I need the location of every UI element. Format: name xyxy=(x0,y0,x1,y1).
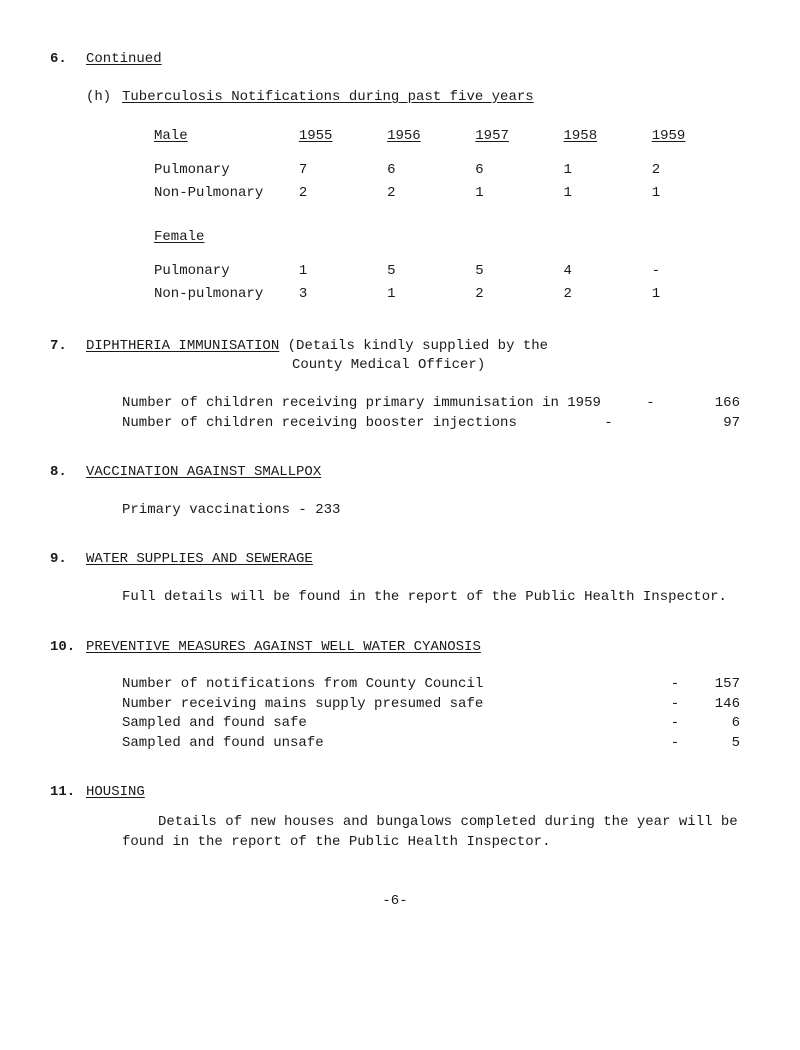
stat-value: 157 xyxy=(690,675,740,695)
cell: 2 xyxy=(299,182,387,206)
section-7-header: 7. DIPHTHERIA IMMUNISATION (Details kind… xyxy=(50,337,740,357)
year-header: 1959 xyxy=(652,128,686,144)
cell: 1 xyxy=(299,260,387,284)
stat-label: Number of notifications from County Coun… xyxy=(122,675,660,695)
cell: 2 xyxy=(387,182,475,206)
stat-value: 97 xyxy=(700,414,740,434)
row-label: Pulmonary xyxy=(50,159,299,183)
section-6-sub: (h) Tuberculosis Notifications during pa… xyxy=(86,88,740,108)
row-label: Pulmonary xyxy=(50,260,299,284)
cell: 2 xyxy=(564,283,652,307)
male-label: Male xyxy=(154,128,188,144)
row-label: Non-pulmonary xyxy=(50,283,299,307)
vaccination-body: Primary vaccinations - 233 xyxy=(122,501,740,521)
section-title: PREVENTIVE MEASURES AGAINST WELL WATER C… xyxy=(86,638,481,658)
stat-value: 166 xyxy=(700,394,740,414)
cyanosis-stats: Number of notifications from County Coun… xyxy=(50,675,740,753)
year-header: 1957 xyxy=(475,128,509,144)
cell: 1 xyxy=(652,182,740,206)
section-11-header: 11. HOUSING xyxy=(50,783,740,803)
table-row: Non-Pulmonary 2 2 1 1 1 xyxy=(50,182,740,206)
year-header: 1956 xyxy=(387,128,421,144)
stat-row: Sampled and found unsafe - 5 xyxy=(122,734,740,754)
section-8-header: 8. VACCINATION AGAINST SMALLPOX xyxy=(50,463,740,483)
stat-label: Number of children receiving primary imm… xyxy=(122,394,601,414)
water-supplies-body: Full details will be found in the report… xyxy=(122,588,740,608)
dash-separator: - xyxy=(660,714,690,734)
cell: 6 xyxy=(475,159,563,183)
section-number: 8. xyxy=(50,463,86,483)
year-header: 1955 xyxy=(299,128,333,144)
stat-value: 6 xyxy=(690,714,740,734)
cell: 1 xyxy=(387,283,475,307)
cell: 1 xyxy=(564,159,652,183)
stat-value: 5 xyxy=(690,734,740,754)
diphtheria-stats: Number of children receiving primary imm… xyxy=(122,394,740,433)
stat-row: Number of children receiving booster inj… xyxy=(122,414,740,434)
dash-separator: - xyxy=(660,734,690,754)
cell: 4 xyxy=(564,260,652,284)
stat-label: Sampled and found unsafe xyxy=(122,734,660,754)
section-title: Continued xyxy=(86,50,162,70)
dash-separator: - xyxy=(635,394,665,414)
section-title-paren: (Details kindly supplied by the xyxy=(288,338,548,354)
tb-notifications-table: Male 1955 1956 1957 1958 1959 Pulmonary … xyxy=(50,125,740,307)
section-number: 7. xyxy=(50,337,86,357)
cell: 5 xyxy=(387,260,475,284)
stat-row: Number of notifications from County Coun… xyxy=(122,675,740,695)
table-header-row: Male 1955 1956 1957 1958 1959 xyxy=(50,125,740,149)
cell: 2 xyxy=(652,159,740,183)
row-label: Non-Pulmonary xyxy=(50,182,299,206)
table-row: Pulmonary 7 6 6 1 2 xyxy=(50,159,740,183)
section-6-header: 6. Continued xyxy=(50,50,740,70)
stat-row: Number receiving mains supply presumed s… xyxy=(122,695,740,715)
cell: 2 xyxy=(475,283,563,307)
section-10-header: 10. PREVENTIVE MEASURES AGAINST WELL WAT… xyxy=(50,638,740,658)
stat-row: Number of children receiving primary imm… xyxy=(122,394,740,414)
cell: 7 xyxy=(299,159,387,183)
dash-separator: - xyxy=(593,414,623,434)
page-number: -6- xyxy=(50,892,740,912)
housing-body: Details of new houses and bungalows comp… xyxy=(122,813,740,852)
section-number: 6. xyxy=(50,50,86,70)
section-number: 10. xyxy=(50,638,86,658)
cell: 1 xyxy=(475,182,563,206)
sub-letter: (h) xyxy=(86,88,122,108)
dash-separator: - xyxy=(660,695,690,715)
stat-label: Sampled and found safe xyxy=(122,714,660,734)
year-header: 1958 xyxy=(564,128,598,144)
section-title: WATER SUPPLIES AND SEWERAGE xyxy=(86,550,313,570)
stat-label: Number receiving mains supply presumed s… xyxy=(122,695,660,715)
section-title: DIPHTHERIA IMMUNISATION xyxy=(86,338,279,354)
section-9-header: 9. WATER SUPPLIES AND SEWERAGE xyxy=(50,550,740,570)
section-title: HOUSING xyxy=(86,783,145,803)
female-label: Female xyxy=(154,229,204,245)
section-title: VACCINATION AGAINST SMALLPOX xyxy=(86,463,321,483)
cell: 1 xyxy=(564,182,652,206)
section-title-continuation: County Medical Officer) xyxy=(292,356,740,376)
cell: 6 xyxy=(387,159,475,183)
section-number: 9. xyxy=(50,550,86,570)
table-row: Non-pulmonary 3 1 2 2 1 xyxy=(50,283,740,307)
cell: 5 xyxy=(475,260,563,284)
cell: 1 xyxy=(652,283,740,307)
section-number: 11. xyxy=(50,783,86,803)
cell: 3 xyxy=(299,283,387,307)
cell: - xyxy=(652,260,740,284)
table-subheader-row: Female xyxy=(50,226,740,250)
stat-value: 146 xyxy=(690,695,740,715)
table-row: Pulmonary 1 5 5 4 - xyxy=(50,260,740,284)
dash-separator: - xyxy=(660,675,690,695)
stat-row: Sampled and found safe - 6 xyxy=(122,714,740,734)
stat-label: Number of children receiving booster inj… xyxy=(122,414,517,434)
sub-title: Tuberculosis Notifications during past f… xyxy=(122,88,534,108)
